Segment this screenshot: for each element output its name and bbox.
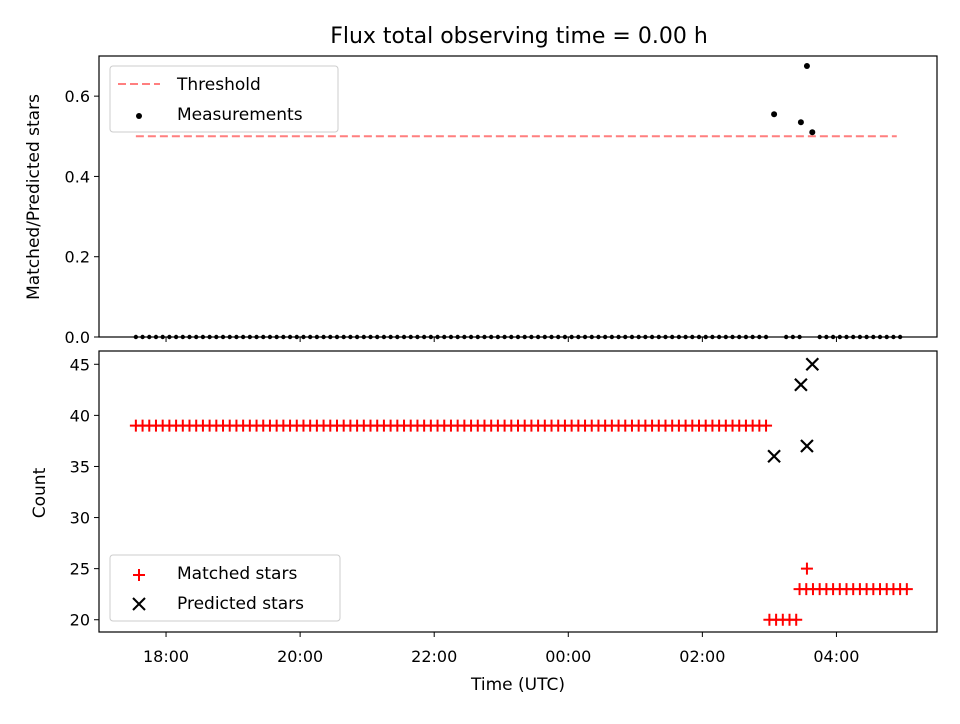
bottom-xtick-label: 00:00 bbox=[545, 647, 591, 666]
top-ytick-label: 0.6 bbox=[65, 87, 90, 106]
measurement-point bbox=[797, 119, 804, 126]
bottom-xlabel: Time (UTC) bbox=[470, 675, 565, 695]
bottom-ytick-label: 30 bbox=[70, 509, 90, 528]
bottom-panel: 20 25 30 35 40 45 18:00 20:00 22:00 00:00 02:00 04… bbox=[30, 350, 938, 695]
top-axes-frame bbox=[98, 55, 938, 338]
bottom-axes-frame bbox=[98, 350, 938, 633]
bottom-ytick-label: 40 bbox=[70, 406, 90, 425]
predicted-star-point bbox=[767, 449, 781, 464]
measurements-legend-label: Measurements bbox=[177, 105, 303, 125]
bottom-xtick-label: 20:00 bbox=[277, 647, 323, 666]
top-ytick-label: 0.0 bbox=[65, 328, 90, 347]
matched-star-point bbox=[760, 419, 773, 432]
bottom-xtick-label: 22:00 bbox=[411, 647, 457, 666]
predicted-star-points bbox=[767, 357, 820, 464]
top-xticks bbox=[165, 337, 837, 342]
matched-legend-label: Matched stars bbox=[177, 564, 297, 584]
bottom-legend: Matched stars Predicted stars bbox=[109, 554, 341, 622]
bottom-xtick-label: 18:00 bbox=[143, 647, 189, 666]
top-ylabel: Matched/Predicted stars bbox=[24, 94, 44, 300]
measurement-point bbox=[803, 63, 810, 70]
measurement-points bbox=[133, 63, 903, 340]
bottom-ytick-label: 35 bbox=[70, 457, 90, 476]
matched-legend-swatch bbox=[133, 569, 145, 581]
top-legend-box bbox=[109, 65, 339, 133]
chart-title: Flux total observing time = 0.00 h bbox=[330, 24, 708, 49]
matched-star-point bbox=[790, 613, 803, 626]
predicted-star-point bbox=[800, 439, 814, 453]
measurement-point bbox=[809, 129, 816, 136]
bottom-legend-box bbox=[109, 554, 341, 622]
bottom-xtick-label: 04:00 bbox=[813, 647, 859, 666]
predicted-legend-swatch bbox=[132, 597, 146, 611]
predicted-star-point bbox=[794, 377, 808, 392]
bottom-ytick-label: 25 bbox=[70, 560, 90, 579]
bottom-ylabel: Count bbox=[30, 467, 50, 518]
predicted-legend-label: Predicted stars bbox=[177, 594, 304, 614]
top-ytick-label: 0.4 bbox=[65, 167, 90, 186]
threshold-legend-label: Threshold bbox=[176, 75, 261, 95]
bottom-ytick-label: 20 bbox=[70, 611, 90, 630]
matched-star-points bbox=[129, 419, 913, 626]
top-legend: Threshold Measurements bbox=[109, 65, 339, 133]
matched-star-point bbox=[900, 583, 913, 596]
top-grid-ticks: 0.0 0.2 0.4 0.6 bbox=[65, 87, 99, 347]
measurement-point bbox=[771, 111, 778, 118]
top-panel: 0.0 0.2 0.4 0.6 Matched/Predicted stars Thr… bbox=[24, 55, 938, 347]
bottom-xtick-label: 02:00 bbox=[679, 647, 725, 666]
measurements-legend-swatch bbox=[136, 113, 142, 119]
predicted-star-point bbox=[805, 357, 820, 372]
matched-star-point bbox=[800, 562, 813, 575]
bottom-ytick-label: 45 bbox=[70, 355, 90, 374]
top-ytick-label: 0.2 bbox=[65, 248, 90, 267]
bottom-xticks: 18:00 20:00 22:00 00:00 02:00 04:00 bbox=[143, 632, 859, 666]
bottom-yticks: 20 25 30 35 40 45 bbox=[70, 355, 99, 630]
